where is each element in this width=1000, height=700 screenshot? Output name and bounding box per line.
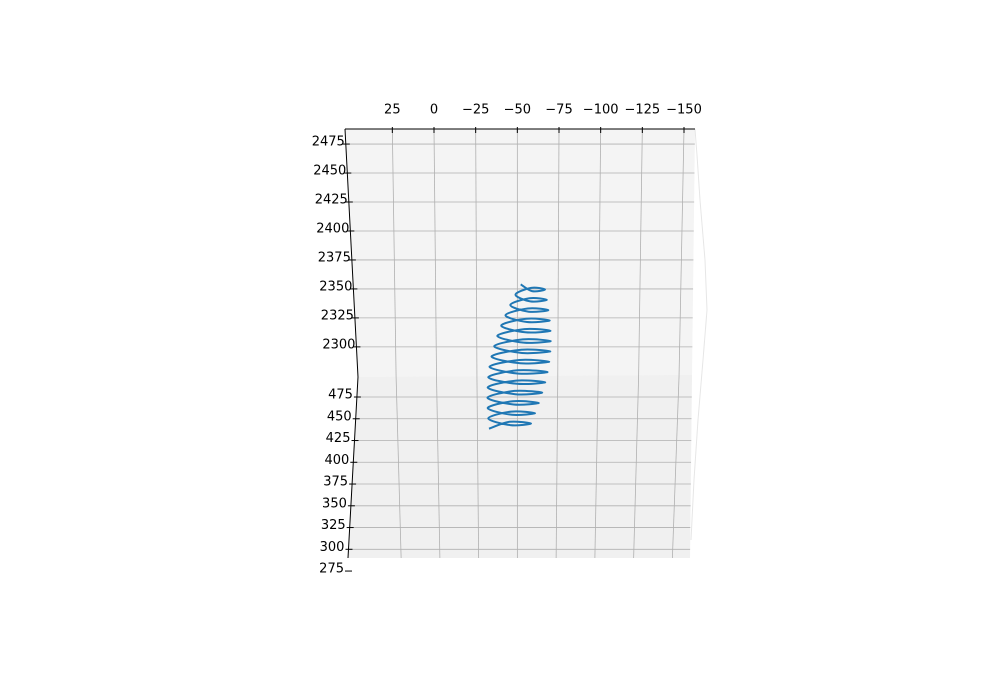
x-tick-label: −50 <box>504 103 531 118</box>
y-tick-label: 2325 <box>321 308 354 323</box>
y-tick-label: 2375 <box>318 250 351 265</box>
y-tick-label: 2300 <box>322 337 355 352</box>
z-tick-label: 275 <box>319 562 344 577</box>
y-tick-label: 2350 <box>319 279 352 294</box>
grid-line <box>391 128 397 378</box>
y-tick-label: 2450 <box>313 164 346 179</box>
x-tick-label: −25 <box>462 103 489 118</box>
back-pane <box>345 129 695 377</box>
x-tick-label: −75 <box>545 103 572 118</box>
x-tick-label: 25 <box>384 103 401 118</box>
z-tick-label: 450 <box>327 409 352 424</box>
z-tick-label: 325 <box>321 518 346 533</box>
grid-line <box>638 128 643 378</box>
helix-line <box>486 283 552 430</box>
z-tick-label: 350 <box>322 496 347 511</box>
grid-line <box>475 128 478 378</box>
grid-line <box>433 128 437 378</box>
grid-line <box>557 128 560 378</box>
y-tick-label: 2425 <box>315 193 348 208</box>
y-tick-label: 2475 <box>312 135 345 150</box>
x-tick-label: 0 <box>430 103 438 118</box>
floor-pane <box>348 375 692 558</box>
z-tick-label: 400 <box>324 453 349 468</box>
z-tick-label: 300 <box>320 540 345 555</box>
grid-line <box>597 128 602 378</box>
x-tick-label: −125 <box>624 103 660 118</box>
side-pane-edge <box>690 128 708 541</box>
x-tick-label: −100 <box>583 103 619 118</box>
z-tick-label: 475 <box>328 388 353 403</box>
grid-line <box>678 128 685 378</box>
z-tick-label: 425 <box>326 431 351 446</box>
x-tick-label: −150 <box>666 103 702 118</box>
y-tick-label: 2400 <box>316 221 349 236</box>
z-tick-label: 375 <box>323 475 348 490</box>
left-axis <box>344 128 359 559</box>
